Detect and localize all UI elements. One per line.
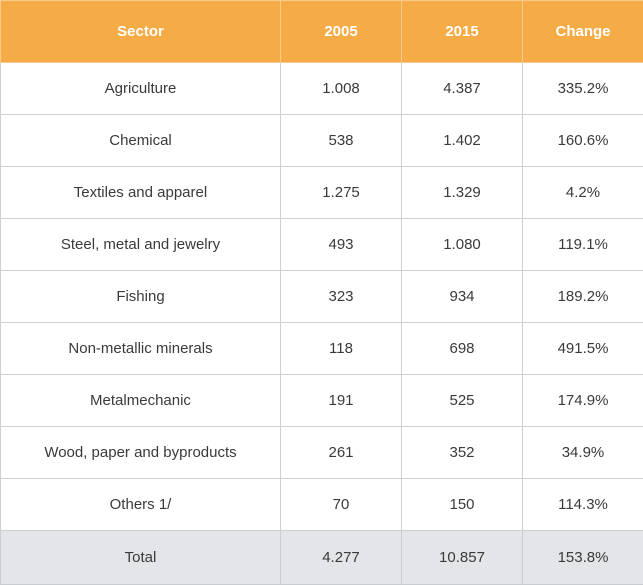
change-cell: 189.2% bbox=[523, 271, 643, 323]
table-row: Non-metallic minerals 118 698 491.5% bbox=[1, 323, 643, 375]
total-2015-cell: 10.857 bbox=[402, 531, 523, 585]
header-cell-sector: Sector bbox=[1, 1, 281, 63]
value-2005-cell: 70 bbox=[281, 479, 402, 531]
change-cell: 335.2% bbox=[523, 63, 643, 115]
value-2015-cell: 525 bbox=[402, 375, 523, 427]
value-2005-cell: 538 bbox=[281, 115, 402, 167]
total-label-cell: Total bbox=[1, 531, 281, 585]
table-row: Chemical 538 1.402 160.6% bbox=[1, 115, 643, 167]
table-row: Fishing 323 934 189.2% bbox=[1, 271, 643, 323]
value-2015-cell: 150 bbox=[402, 479, 523, 531]
value-2005-cell: 261 bbox=[281, 427, 402, 479]
table-row: Agriculture 1.008 4.387 335.2% bbox=[1, 63, 643, 115]
value-2015-cell: 934 bbox=[402, 271, 523, 323]
change-cell: 34.9% bbox=[523, 427, 643, 479]
table-row: Metalmechanic 191 525 174.9% bbox=[1, 375, 643, 427]
sector-cell: Others 1/ bbox=[1, 479, 281, 531]
header-cell-2015: 2015 bbox=[402, 1, 523, 63]
sector-cell: Wood, paper and byproducts bbox=[1, 427, 281, 479]
change-cell: 174.9% bbox=[523, 375, 643, 427]
value-2005-cell: 118 bbox=[281, 323, 402, 375]
table-row: Textiles and apparel 1.275 1.329 4.2% bbox=[1, 167, 643, 219]
table-row: Steel, metal and jewelry 493 1.080 119.1… bbox=[1, 219, 643, 271]
table-row: Wood, paper and byproducts 261 352 34.9% bbox=[1, 427, 643, 479]
change-cell: 160.6% bbox=[523, 115, 643, 167]
total-change-cell: 153.8% bbox=[523, 531, 643, 585]
sector-cell: Fishing bbox=[1, 271, 281, 323]
value-2005-cell: 323 bbox=[281, 271, 402, 323]
change-cell: 114.3% bbox=[523, 479, 643, 531]
change-cell: 4.2% bbox=[523, 167, 643, 219]
sector-cell: Agriculture bbox=[1, 63, 281, 115]
sector-cell: Chemical bbox=[1, 115, 281, 167]
total-row: Total 4.277 10.857 153.8% bbox=[1, 531, 643, 585]
value-2015-cell: 4.387 bbox=[402, 63, 523, 115]
sector-cell: Metalmechanic bbox=[1, 375, 281, 427]
total-2005-cell: 4.277 bbox=[281, 531, 402, 585]
header-cell-change: Change bbox=[523, 1, 643, 63]
value-2005-cell: 1.008 bbox=[281, 63, 402, 115]
header-row: Sector 2005 2015 Change bbox=[1, 1, 643, 63]
value-2015-cell: 352 bbox=[402, 427, 523, 479]
value-2015-cell: 698 bbox=[402, 323, 523, 375]
value-2015-cell: 1.080 bbox=[402, 219, 523, 271]
sector-cell: Steel, metal and jewelry bbox=[1, 219, 281, 271]
change-cell: 119.1% bbox=[523, 219, 643, 271]
value-2015-cell: 1.402 bbox=[402, 115, 523, 167]
change-cell: 491.5% bbox=[523, 323, 643, 375]
sector-cell: Non-metallic minerals bbox=[1, 323, 281, 375]
sector-cell: Textiles and apparel bbox=[1, 167, 281, 219]
table-row: Others 1/ 70 150 114.3% bbox=[1, 479, 643, 531]
header-cell-2005: 2005 bbox=[281, 1, 402, 63]
table-body: Agriculture 1.008 4.387 335.2% Chemical … bbox=[1, 63, 643, 585]
value-2005-cell: 1.275 bbox=[281, 167, 402, 219]
value-2015-cell: 1.329 bbox=[402, 167, 523, 219]
value-2005-cell: 191 bbox=[281, 375, 402, 427]
table-header: Sector 2005 2015 Change bbox=[1, 1, 643, 63]
value-2005-cell: 493 bbox=[281, 219, 402, 271]
